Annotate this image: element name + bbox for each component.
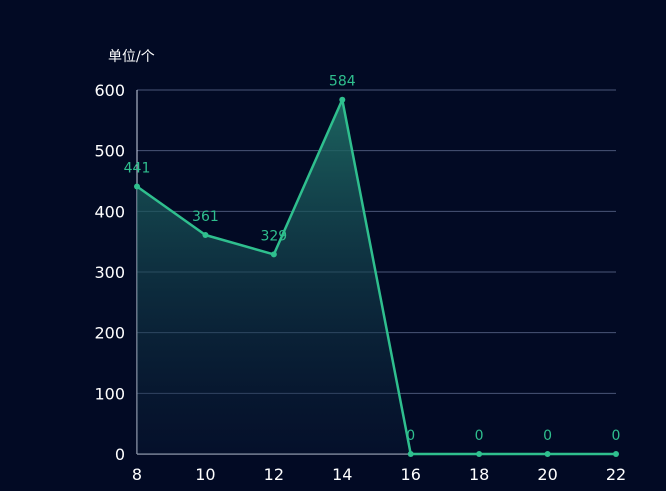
y-axis-unit-label: 单位/个 xyxy=(108,49,155,65)
x-tick-label-18: 18 xyxy=(469,465,489,484)
data-label-10: 361 xyxy=(192,209,219,225)
y-tick-label-500: 500 xyxy=(94,142,125,161)
series-line xyxy=(136,98,616,456)
data-point-8[interactable] xyxy=(134,183,140,190)
data-point-16[interactable] xyxy=(407,451,414,457)
y-tick-label-400: 400 xyxy=(94,202,125,221)
data-label-14: 584 xyxy=(329,74,356,90)
data-labels: 441 361 329 584 0 0 0 0 xyxy=(124,74,621,444)
x-tick-label-16: 16 xyxy=(401,465,421,484)
series-line-path xyxy=(136,98,616,456)
data-point-22[interactable] xyxy=(613,451,619,457)
x-tick-label-12: 12 xyxy=(264,465,284,484)
y-tick-label-300: 300 xyxy=(94,263,125,282)
data-label-8: 441 xyxy=(124,160,151,176)
data-label-12: 329 xyxy=(260,228,287,244)
data-points xyxy=(134,96,619,457)
x-tick-labels: 8 10 12 14 16 18 20 22 xyxy=(132,465,626,484)
x-tick-label-14: 14 xyxy=(332,465,352,484)
y-tick-label-100: 100 xyxy=(94,384,125,403)
y-tick-label-0: 0 xyxy=(115,445,125,464)
y-tick-label-600: 600 xyxy=(94,81,125,100)
data-label-22: 0 xyxy=(612,428,621,444)
data-point-10[interactable] xyxy=(202,231,209,238)
x-tick-label-8: 8 xyxy=(132,465,142,484)
data-point-18[interactable] xyxy=(476,451,483,457)
data-point-14[interactable] xyxy=(339,96,346,103)
x-tick-label-10: 10 xyxy=(195,465,215,484)
y-tick-label-200: 200 xyxy=(94,324,125,343)
y-tick-labels: 0 100 200 300 400 500 600 xyxy=(94,81,125,464)
data-point-12[interactable] xyxy=(270,251,277,258)
data-point-20[interactable] xyxy=(544,451,551,457)
data-label-18: 0 xyxy=(475,428,484,444)
x-tick-label-20: 20 xyxy=(537,465,557,484)
x-tick-label-22: 22 xyxy=(606,465,626,484)
data-label-16: 0 xyxy=(406,428,415,444)
data-label-20: 0 xyxy=(543,428,552,444)
